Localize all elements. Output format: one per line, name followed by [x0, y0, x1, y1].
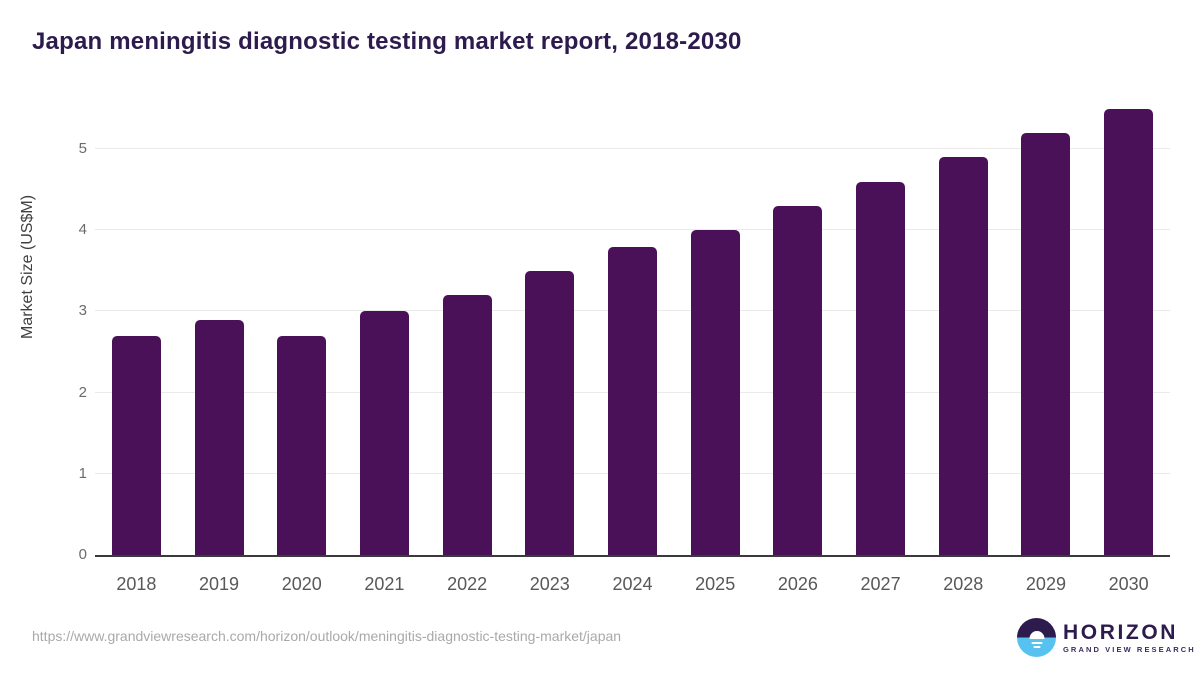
- gridline-5: [95, 148, 1170, 150]
- x-tick-label-2028: 2028: [943, 574, 984, 594]
- x-tick-label-2029: 2029: [1025, 574, 1066, 594]
- gridline-4: [95, 229, 1170, 231]
- plot-area: 0 1 2 3 4 5 2018 2019 2020 2021 2022 2023 2024 2025 20…: [79, 100, 1170, 593]
- logo-subtitle: GRAND VIEW RESEARCH: [1063, 644, 1196, 654]
- y-axis-title: Market Size (US$M): [19, 194, 36, 339]
- y-tick-label-1: 1: [78, 464, 87, 482]
- bar-2027: [856, 181, 906, 555]
- y-tick-label-2: 2: [78, 383, 87, 401]
- bar-2023: [525, 270, 575, 555]
- x-tick-label-2020: 2020: [281, 574, 322, 594]
- bar-2024: [608, 246, 657, 555]
- bar-2026: [773, 205, 823, 555]
- horizon-logo: HORIZON GRAND VIEW RESEARCH: [1017, 618, 1196, 657]
- bar-2029: [1021, 132, 1071, 555]
- source-url: https://www.grandviewresearch.com/horizo…: [32, 628, 622, 644]
- bar-2025: [690, 230, 740, 555]
- x-tick-label-2024: 2024: [612, 574, 653, 594]
- x-tick-label-2018: 2018: [116, 574, 157, 594]
- y-tick-label-4: 4: [78, 221, 87, 239]
- bar-2028: [938, 157, 988, 555]
- x-tick-label-2030: 2030: [1108, 574, 1149, 594]
- bar-2022: [442, 295, 492, 555]
- y-tick-label-0: 0: [78, 546, 87, 563]
- logo-name: HORIZON: [1063, 620, 1179, 644]
- x-tick-label-2026: 2026: [777, 574, 818, 594]
- x-tick-label-2022: 2022: [447, 574, 488, 594]
- x-tick-label-2021: 2021: [364, 574, 405, 594]
- chart-title: Japan meningitis diagnostic testing mark…: [32, 28, 742, 55]
- x-tick-label-2023: 2023: [529, 574, 570, 594]
- x-tick-label-2019: 2019: [199, 574, 240, 594]
- sun-glyph: [1029, 631, 1044, 639]
- bar-2030: [1104, 108, 1154, 555]
- y-tick-label-3: 3: [78, 302, 87, 320]
- logo-text: HORIZON GRAND VIEW RESEARCH: [1063, 622, 1196, 654]
- x-tick-label-2025: 2025: [695, 574, 736, 594]
- horizon-sun-icon: [1017, 618, 1056, 657]
- wave-glyph: [1031, 642, 1042, 644]
- bar-2018: [111, 335, 161, 555]
- bar-2020: [277, 335, 327, 555]
- bar-2021: [359, 311, 409, 555]
- bar-2019: [194, 319, 244, 555]
- wave-glyph: [1033, 646, 1040, 648]
- y-tick-label-5: 5: [78, 140, 87, 158]
- x-tick-label-2027: 2027: [860, 574, 901, 594]
